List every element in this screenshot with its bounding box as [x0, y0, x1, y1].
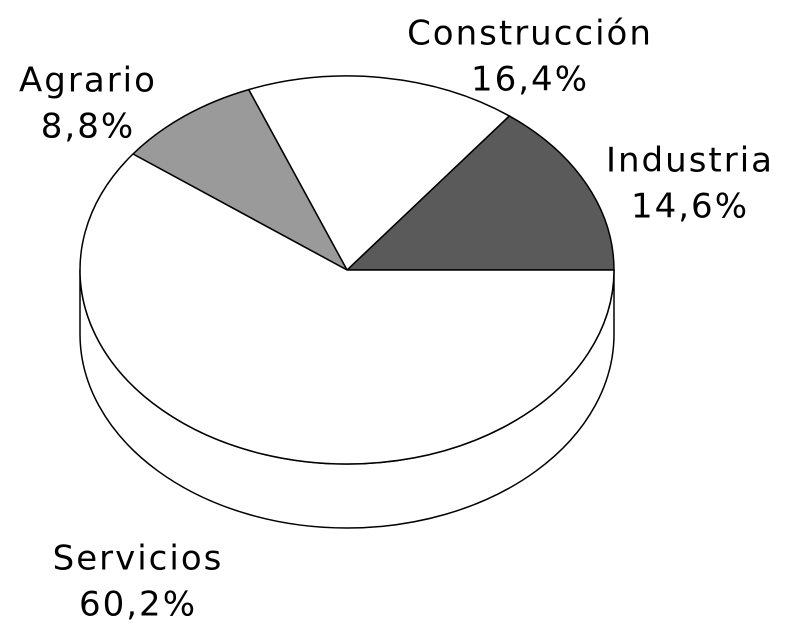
pie-slice: [346, 115, 615, 271]
pie-slice: [132, 88, 348, 271]
slice-label: Industria: [606, 141, 774, 181]
slice-value-label: 60,2%: [79, 585, 197, 625]
pie-slice: [79, 153, 615, 465]
slice-value-label: 14,6%: [631, 187, 749, 227]
slice-label: Agrario: [19, 61, 157, 101]
slice-label: Servicios: [53, 539, 224, 579]
slice-label: Construcción: [407, 14, 653, 54]
slice-value-label: 8,8%: [41, 107, 135, 147]
pie-slice: [247, 75, 511, 271]
slice-value-label: 16,4%: [471, 60, 589, 100]
